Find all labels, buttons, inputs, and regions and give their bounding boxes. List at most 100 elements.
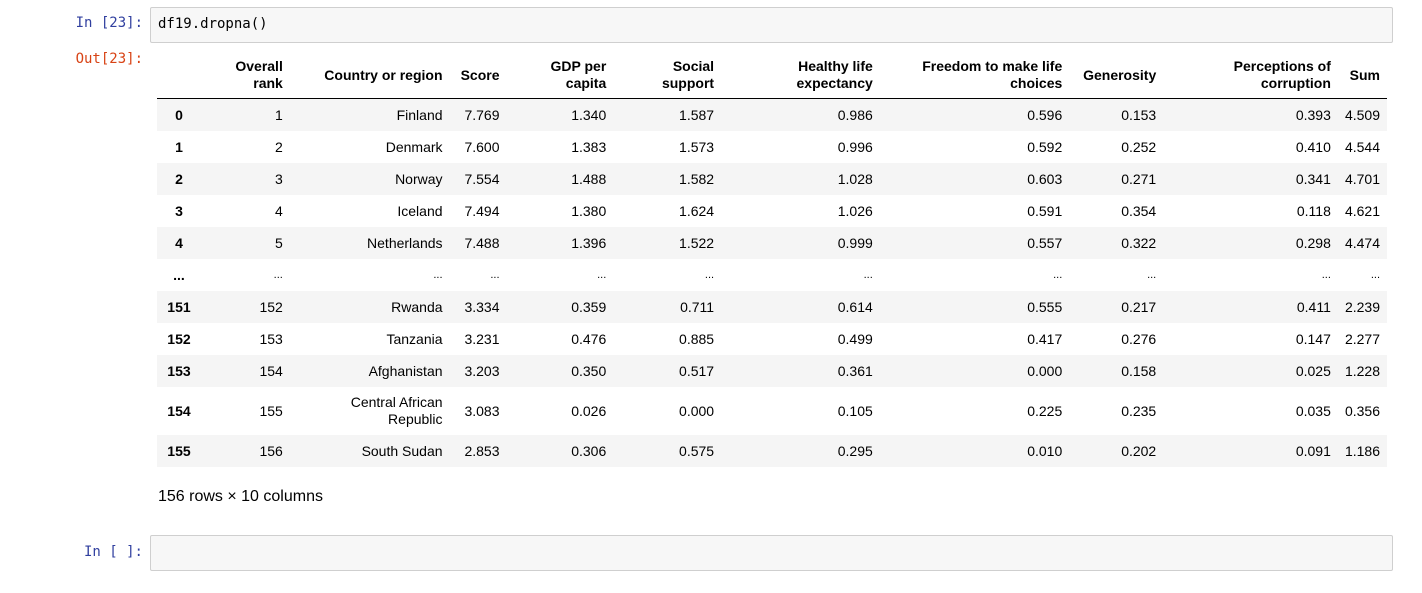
table-cell: South Sudan	[361, 442, 443, 459]
table-cell: 0.411	[1296, 298, 1331, 315]
table-cell: Finland	[396, 106, 443, 123]
table-cell: 0.306	[571, 442, 607, 459]
table-cell: 0.410	[1295, 138, 1331, 155]
table-cell: 0.105	[837, 402, 873, 419]
table-cell: 153	[259, 330, 283, 347]
table-cell: 0.711	[680, 298, 715, 315]
table-cell: 0.000	[1027, 362, 1063, 379]
table-cell: 156	[259, 442, 283, 459]
table-cell: 0.153	[1121, 106, 1157, 123]
table-header-row: Overall rank Country or region Score GDP per…	[157, 52, 1387, 99]
table-cell: 0.499	[837, 330, 873, 347]
table-cell: 0.035	[1295, 402, 1331, 419]
table-cell: 7.600	[464, 138, 500, 155]
table-cell: 0.476	[571, 330, 607, 347]
table-cell: 155	[259, 402, 283, 419]
table-cell: 154	[259, 362, 283, 379]
table-cell: 0.359	[571, 298, 607, 315]
table-cell: 7.494	[464, 202, 500, 219]
table-cell: 0.592	[1027, 138, 1063, 155]
table-cell: Norway	[395, 170, 443, 187]
dataframe-table: Overall rank Country or region Score GDP per…	[157, 52, 1387, 467]
column-header: Country or region	[289, 52, 450, 99]
table-cell: 3.203	[464, 362, 500, 379]
table-cell: 0.225	[1027, 402, 1063, 419]
table-cell: 0.356	[1344, 402, 1380, 419]
table-cell: 0.603	[1027, 170, 1063, 187]
row-index: 153	[167, 362, 191, 379]
column-header-label: Country or region	[324, 66, 443, 83]
column-header-label: Overall	[235, 58, 283, 74]
table-cell: 4.509	[1344, 106, 1380, 123]
table-cell: 3	[275, 170, 283, 187]
table-cell: 1.026	[837, 202, 873, 219]
table-row: 155 156 South Sudan 2.853 0.306 0.575 0.295 0.0…	[157, 434, 1387, 467]
table-cell: 0.350	[571, 362, 607, 379]
column-header	[157, 52, 201, 99]
table-cell: 1.340	[571, 106, 607, 123]
row-index: 155	[167, 442, 191, 459]
code-cell-empty[interactable]	[150, 535, 1393, 571]
row-index: 154	[167, 402, 191, 419]
table-row: 3 4 Iceland 7.494 1.380 1.624 1.026 0.591 0.354 0…	[157, 195, 1387, 227]
table-cell: 7.769	[464, 106, 500, 123]
table-row: 153 154 Afghanistan 3.203 0.350 0.517 0.361 0.0…	[157, 354, 1387, 387]
table-cell: 1.522	[679, 234, 715, 251]
table-cell: Afghanistan	[368, 362, 443, 379]
table-cell: ...	[1053, 268, 1063, 281]
column-header-label: GDP per	[550, 58, 607, 74]
table-cell: 1	[275, 106, 283, 123]
input-prompt-empty: In [ ]:	[83, 544, 143, 560]
column-header-label: Perceptions of	[1233, 58, 1331, 74]
column-header-label: corruption	[1260, 75, 1331, 91]
column-header-label: capita	[565, 75, 607, 91]
table-cell: 0.026	[571, 402, 607, 419]
table-cell: 0.158	[1121, 362, 1157, 379]
column-header-label: Score	[460, 66, 500, 83]
column-header-label: Sum	[1349, 66, 1380, 83]
table-cell: 4.544	[1344, 138, 1380, 155]
country-name-line: Central African	[350, 393, 443, 410]
code-cell-23[interactable]: df19.dropna()	[150, 7, 1393, 43]
table-cell: 0.517	[679, 362, 715, 379]
column-header: Freedom to make life choices	[879, 52, 1070, 99]
table-cell: 0.999	[837, 234, 873, 251]
table-cell: 0.147	[1295, 330, 1331, 347]
table-cell: 1.380	[571, 202, 607, 219]
table-row: 4 5 Netherlands 7.488 1.396 1.522 0.999 0.557 0.…	[157, 226, 1387, 259]
table-cell: 0.217	[1121, 298, 1157, 315]
table-cell: 0.417	[1027, 330, 1063, 347]
table-cell: 1.582	[679, 170, 715, 187]
table-cell: 4.621	[1344, 202, 1380, 219]
column-header: Perceptions of corruption	[1163, 52, 1338, 99]
table-row: 1 2 Denmark 7.600 1.383 1.573 0.996 0.592 0.252 0…	[157, 131, 1387, 163]
column-header: Healthy life expectancy	[721, 52, 880, 99]
table-cell: Tanzania	[386, 330, 443, 347]
table-cell: 1.624	[679, 202, 715, 219]
table-cell: 0.295	[837, 442, 873, 459]
table-cell: 0.271	[1121, 170, 1157, 187]
dataframe-shape-text: 156 rows × 10 columns	[158, 488, 323, 505]
table-cell: 0.252	[1121, 138, 1157, 155]
table-cell: 1.228	[1344, 362, 1380, 379]
table-cell: Central African Republic	[290, 387, 450, 435]
row-index: 3	[175, 202, 183, 219]
column-header-label: choices	[1010, 75, 1063, 91]
column-header-label: Generosity	[1083, 66, 1157, 83]
table-row: 152 153 Tanzania 3.231 0.476 0.885 0.499 0.417 0…	[157, 323, 1387, 355]
input-prompt-23: In [23]:	[75, 15, 143, 31]
country-name-line: Republic	[388, 410, 443, 427]
table-cell: 1.488	[571, 170, 607, 187]
table-cell: 0.276	[1121, 330, 1157, 347]
row-index: 151	[167, 298, 191, 315]
table-cell: Netherlands	[367, 234, 443, 251]
table-row: 2 3 Norway 7.554 1.488 1.582 1.028 0.603 0.271 0.…	[157, 162, 1387, 195]
column-header: GDP per capita	[506, 52, 614, 99]
table-cell: 0.341	[1295, 170, 1331, 187]
column-header-label: support	[661, 75, 715, 91]
table-cell: 0.322	[1121, 234, 1157, 251]
row-index: 152	[167, 330, 191, 347]
table-cell: 0.118	[1296, 202, 1331, 219]
table-cell: 1.396	[571, 234, 607, 251]
table-cell: 0.557	[1027, 234, 1063, 251]
